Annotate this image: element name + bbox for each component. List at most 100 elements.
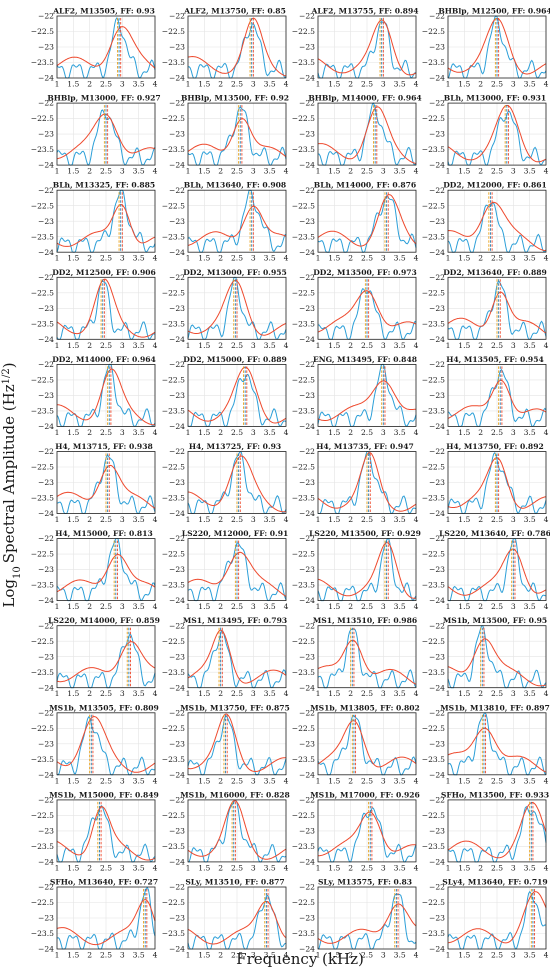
x-tick-label: 1 <box>446 602 451 611</box>
x-tick-label: 3 <box>120 689 125 698</box>
plot-frame <box>56 538 156 601</box>
x-tick-label: 2 <box>87 602 92 611</box>
subplot: H4, M13750, FF: 0.892−22 −22.5 −23 −23.5 −24… <box>422 442 549 524</box>
y-tick-label: −23 <box>169 739 185 748</box>
x-tick-label: 3 <box>251 254 256 263</box>
subplot-title: DD2, M13000, FF: 0.955 <box>183 268 287 277</box>
plot-frame <box>317 276 417 340</box>
x-tick-label: 2 <box>478 951 483 960</box>
x-tick-label: 2.5 <box>361 776 373 785</box>
subplot-title: LS220, M14000, FF: 0.859 <box>48 616 160 625</box>
x-tick-label: 1 <box>186 167 191 176</box>
subplot: ALF2, M13755, FF: 0.894−22 −22.5 −23 −23.5 −… <box>292 7 419 89</box>
x-tick-label: 3 <box>511 167 516 176</box>
x-tick-label: 2.5 <box>361 863 373 872</box>
plot-frame <box>317 886 417 950</box>
x-tick-label: 4 <box>153 341 158 350</box>
y-tick-label: −22 <box>429 447 445 456</box>
x-tick-label: 2.5 <box>491 776 503 785</box>
y-tick-label: −22 <box>429 360 445 369</box>
y-tick-label: −22.5 <box>422 114 445 123</box>
y-tick-label: −23.5 <box>31 842 54 851</box>
y-tick-label: −23 <box>38 652 54 661</box>
x-tick-label: 2 <box>348 80 353 89</box>
subplot: DD2, M12500, FF: 0.906−22 −22.5 −23 −23.5 −2… <box>31 268 158 350</box>
x-tick-label: 3.5 <box>394 951 406 960</box>
model-spectrum-line <box>56 806 156 861</box>
waveform-spectrum-line <box>187 373 287 427</box>
y-tick-label: −23 <box>429 565 445 574</box>
x-tick-label: 3 <box>251 167 256 176</box>
model-spectrum-line <box>187 366 287 424</box>
x-tick-label: 4 <box>153 254 158 263</box>
plot-frame <box>187 276 287 340</box>
x-tick-label: 1 <box>55 254 60 263</box>
y-tick-label: −22.5 <box>292 550 315 559</box>
x-tick-label: 3 <box>120 341 125 350</box>
y-tick-label: −24 <box>169 509 185 518</box>
x-tick-label: 2.5 <box>100 254 112 263</box>
x-tick-label: 3.5 <box>524 254 536 263</box>
y-tick-label: −22 <box>169 796 185 805</box>
x-tick-label: 2.5 <box>491 863 503 872</box>
model-spectrum-line <box>447 548 547 596</box>
y-tick-label: −22 <box>169 186 185 195</box>
x-tick-label: 2 <box>348 776 353 785</box>
subplot: MS1b, M13805, FF: 0.802−22 −22.5 −23 −23.5 −… <box>292 703 420 785</box>
subplot-title: LS220, M12000, FF: 0.91 <box>182 529 289 538</box>
plot-frame <box>187 363 287 427</box>
subplot-title: SFHo, M13640, FF: 0.727 <box>50 878 158 887</box>
x-tick-label: 2 <box>348 167 353 176</box>
subplot: MS1b, M17000, FF: 0.926−22 −22.5 −23 −23.5 −… <box>292 790 420 872</box>
x-tick-label: 1.5 <box>458 254 470 263</box>
subplot: SFHo, M13640, FF: 0.727−22 −22.5 −23 −23.5 −… <box>31 878 158 960</box>
x-tick-label: 2 <box>348 341 353 350</box>
x-tick-label: 4 <box>544 80 549 89</box>
y-tick-label: −22.5 <box>292 898 315 907</box>
model-spectrum-line <box>56 899 156 946</box>
x-tick-label: 3 <box>251 515 256 524</box>
y-tick-label: −23.5 <box>31 145 54 154</box>
y-tick-label: −23 <box>429 130 445 139</box>
y-tick-label: −23 <box>169 130 185 139</box>
x-tick-label: 1 <box>186 689 191 698</box>
y-tick-label: −22 <box>169 12 185 21</box>
x-tick-label: 3.5 <box>133 863 145 872</box>
x-tick-label: 1.5 <box>67 341 79 350</box>
y-tick-label: −24 <box>169 335 185 344</box>
x-tick-label: 2.5 <box>491 254 503 263</box>
y-tick-label: −22.5 <box>162 114 185 123</box>
model-spectrum-line <box>187 800 287 860</box>
x-tick-label: 1.5 <box>328 167 340 176</box>
y-tick-label: −22.5 <box>162 898 185 907</box>
x-tick-label: 4 <box>414 167 419 176</box>
y-tick-label: −23.5 <box>422 581 445 590</box>
x-tick-label: 3.5 <box>133 428 145 437</box>
model-spectrum-line <box>187 118 287 158</box>
x-tick-label: 1.5 <box>328 515 340 524</box>
model-spectrum-line <box>447 201 547 252</box>
y-tick-label: −22.5 <box>162 811 185 820</box>
x-tick-label: 1 <box>446 341 451 350</box>
x-tick-label: 1 <box>316 80 321 89</box>
y-tick-label: −22 <box>169 883 185 892</box>
y-tick-label: −22.5 <box>422 898 445 907</box>
y-tick-label: −22 <box>169 273 185 282</box>
x-tick-label: 2 <box>218 951 223 960</box>
y-tick-label: −24 <box>429 422 445 431</box>
y-tick-label: −23.5 <box>422 668 445 677</box>
x-tick-label: 3 <box>381 80 386 89</box>
x-tick-label: 3 <box>511 951 516 960</box>
x-tick-label: 1 <box>186 341 191 350</box>
x-tick-label: 3 <box>511 863 516 872</box>
y-tick-label: −24 <box>299 161 315 170</box>
y-tick-label: −23 <box>169 304 185 313</box>
y-tick-label: −23 <box>169 391 185 400</box>
y-tick-label: −24 <box>299 596 315 605</box>
y-tick-label: −24 <box>299 683 315 692</box>
plot-frame <box>187 451 287 514</box>
y-tick-label: −23 <box>38 478 54 487</box>
x-tick-label: 4 <box>414 689 419 698</box>
model-spectrum-line <box>317 19 417 76</box>
plot-frame <box>317 712 417 776</box>
